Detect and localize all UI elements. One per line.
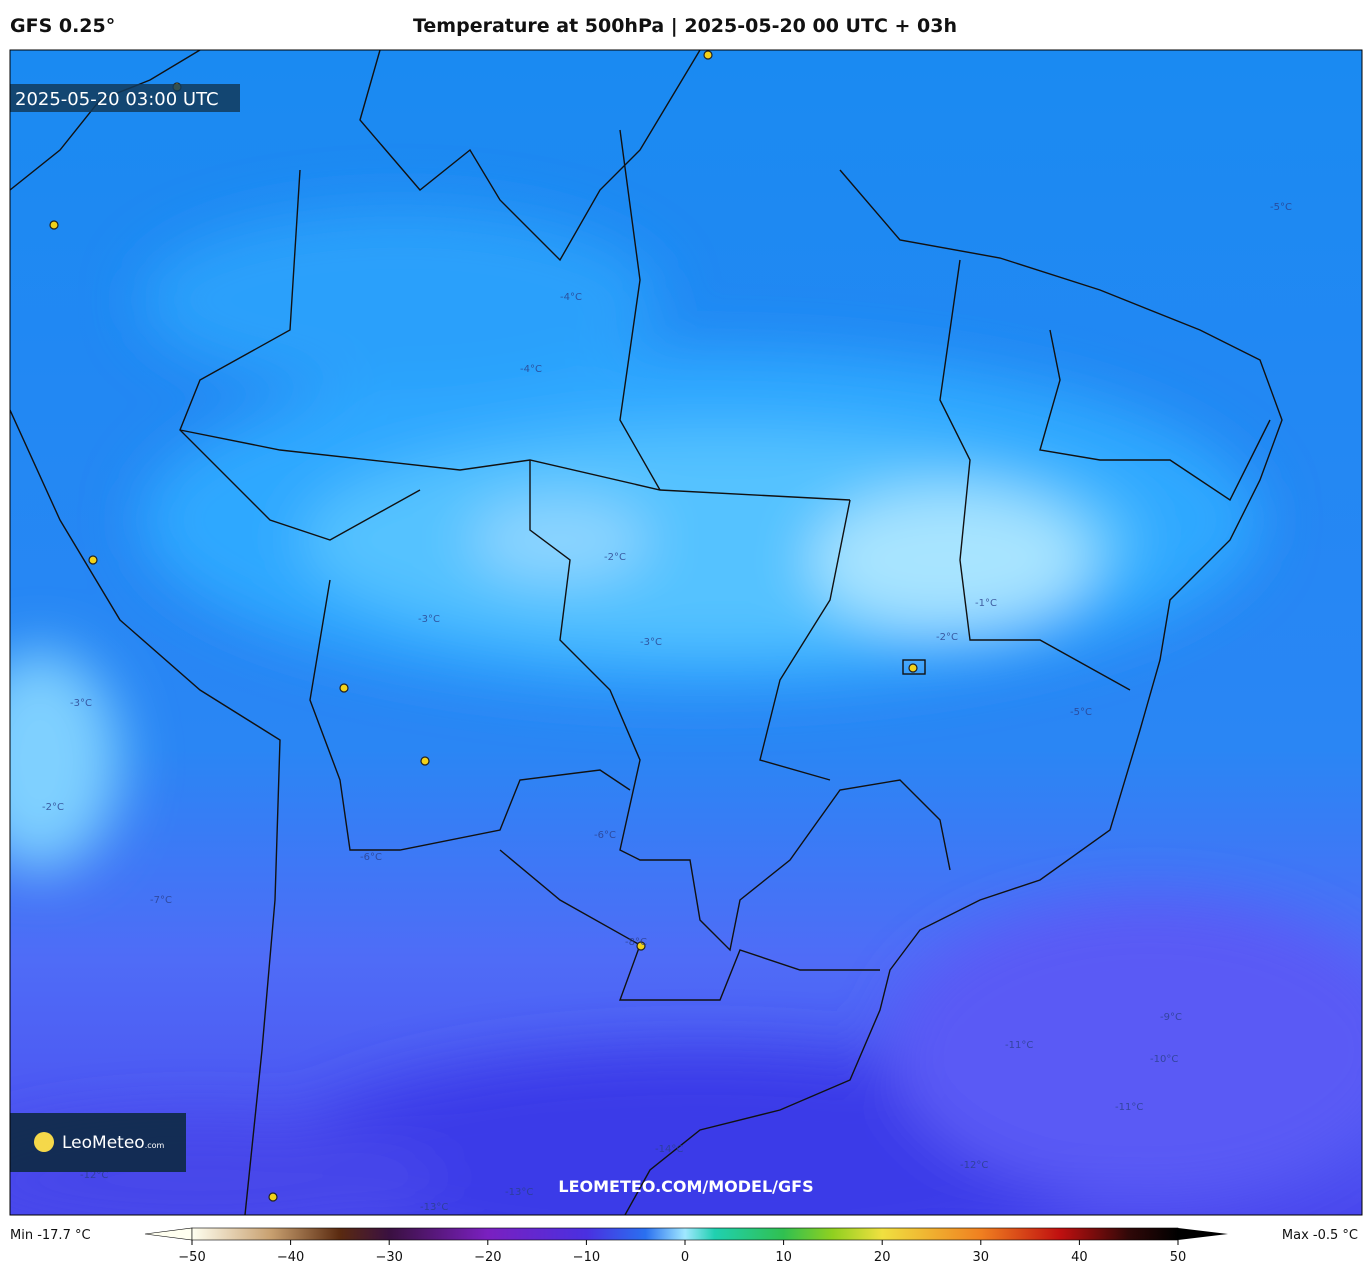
colorbar-tick-label: 30: [973, 1250, 990, 1263]
contour-label: -4°C: [520, 364, 542, 375]
contour-label: -13°C: [420, 1202, 448, 1213]
contour-label: -2°C: [42, 802, 64, 813]
colorbar-tick-label: −40: [277, 1250, 304, 1263]
colorbar-tick-label: 40: [1071, 1250, 1088, 1263]
contour-label: -13°C: [505, 1187, 533, 1198]
timestamp-box: [10, 84, 240, 112]
contour-label: -10°C: [1150, 1054, 1178, 1065]
title: Temperature at 500hPa | 2025-05-20 00 UT…: [413, 15, 957, 37]
contour-label: -1°C: [975, 598, 997, 609]
colorbar-tick-label: −20: [474, 1250, 501, 1263]
contour-label: -9°C: [1160, 1012, 1182, 1023]
contour-label: -7°C: [150, 895, 172, 906]
contour-label: -14°C: [655, 1144, 683, 1155]
colorbar-tick-label: −10: [573, 1250, 600, 1263]
colorbar: [191, 1227, 1179, 1241]
map: -1°C -2°C -2°C -2°C -3°C -3°C -3°C -4°C -4°C -5°C…: [10, 50, 1362, 1215]
colorbar-tick-label: 0: [681, 1250, 689, 1263]
max-label: Max -0.5 °C: [1282, 1228, 1358, 1243]
colorbar-tick-label: −50: [178, 1250, 205, 1263]
contour-labels: -1°C -2°C -2°C -2°C -3°C -3°C -3°C -4°C -4°C -5°C…: [42, 202, 1292, 1213]
colorbar-ticks: −50 −40 −30 −20 −10 0 10 20 30 40 50: [178, 1240, 1186, 1263]
model-label: GFS 0.25°: [10, 15, 115, 37]
contour-label: -4°C: [560, 292, 582, 303]
watermark: LEOMETEO.COM/MODEL/GFS: [558, 1177, 813, 1196]
logo: LeoMeteo.com: [62, 1133, 165, 1153]
contour-label: -6°C: [594, 830, 616, 841]
logo-suffix: .com: [145, 1141, 165, 1150]
colorbar-tick-label: 50: [1170, 1250, 1187, 1263]
colorbar-tick-label: 10: [775, 1250, 792, 1263]
contour-label: -8°C: [625, 937, 647, 948]
colorbar-tick-label: −30: [375, 1250, 402, 1263]
min-label: Min -17.7 °C: [10, 1228, 91, 1243]
contour-label: -11°C: [1005, 1040, 1033, 1051]
temperature-field: [10, 210, 1362, 1215]
contour-label: -3°C: [70, 698, 92, 709]
contour-label: -5°C: [1070, 707, 1092, 718]
contour-label: -12°C: [960, 1160, 988, 1171]
contour-label: -2°C: [936, 632, 958, 643]
contour-label: -2°C: [604, 552, 626, 563]
contour-label: -6°C: [360, 852, 382, 863]
contour-label: -5°C: [1270, 202, 1292, 213]
logo-sun: [34, 1132, 54, 1152]
map-frame: [9, 49, 1363, 1216]
logo-text: LeoMeteo: [62, 1133, 145, 1153]
contour-label: -3°C: [418, 614, 440, 625]
colorbar-max-extend: [1178, 1228, 1228, 1240]
contour-label: -12°C: [80, 1170, 108, 1181]
timestamp: 2025-05-20 03:00 UTC: [15, 89, 219, 110]
colorbar-min-extend: [144, 1227, 193, 1241]
colorbar-tick-label: 20: [874, 1250, 891, 1263]
contour-label: -3°C: [640, 637, 662, 648]
contour-label: -11°C: [1115, 1102, 1143, 1113]
borders: [10, 50, 1283, 1215]
